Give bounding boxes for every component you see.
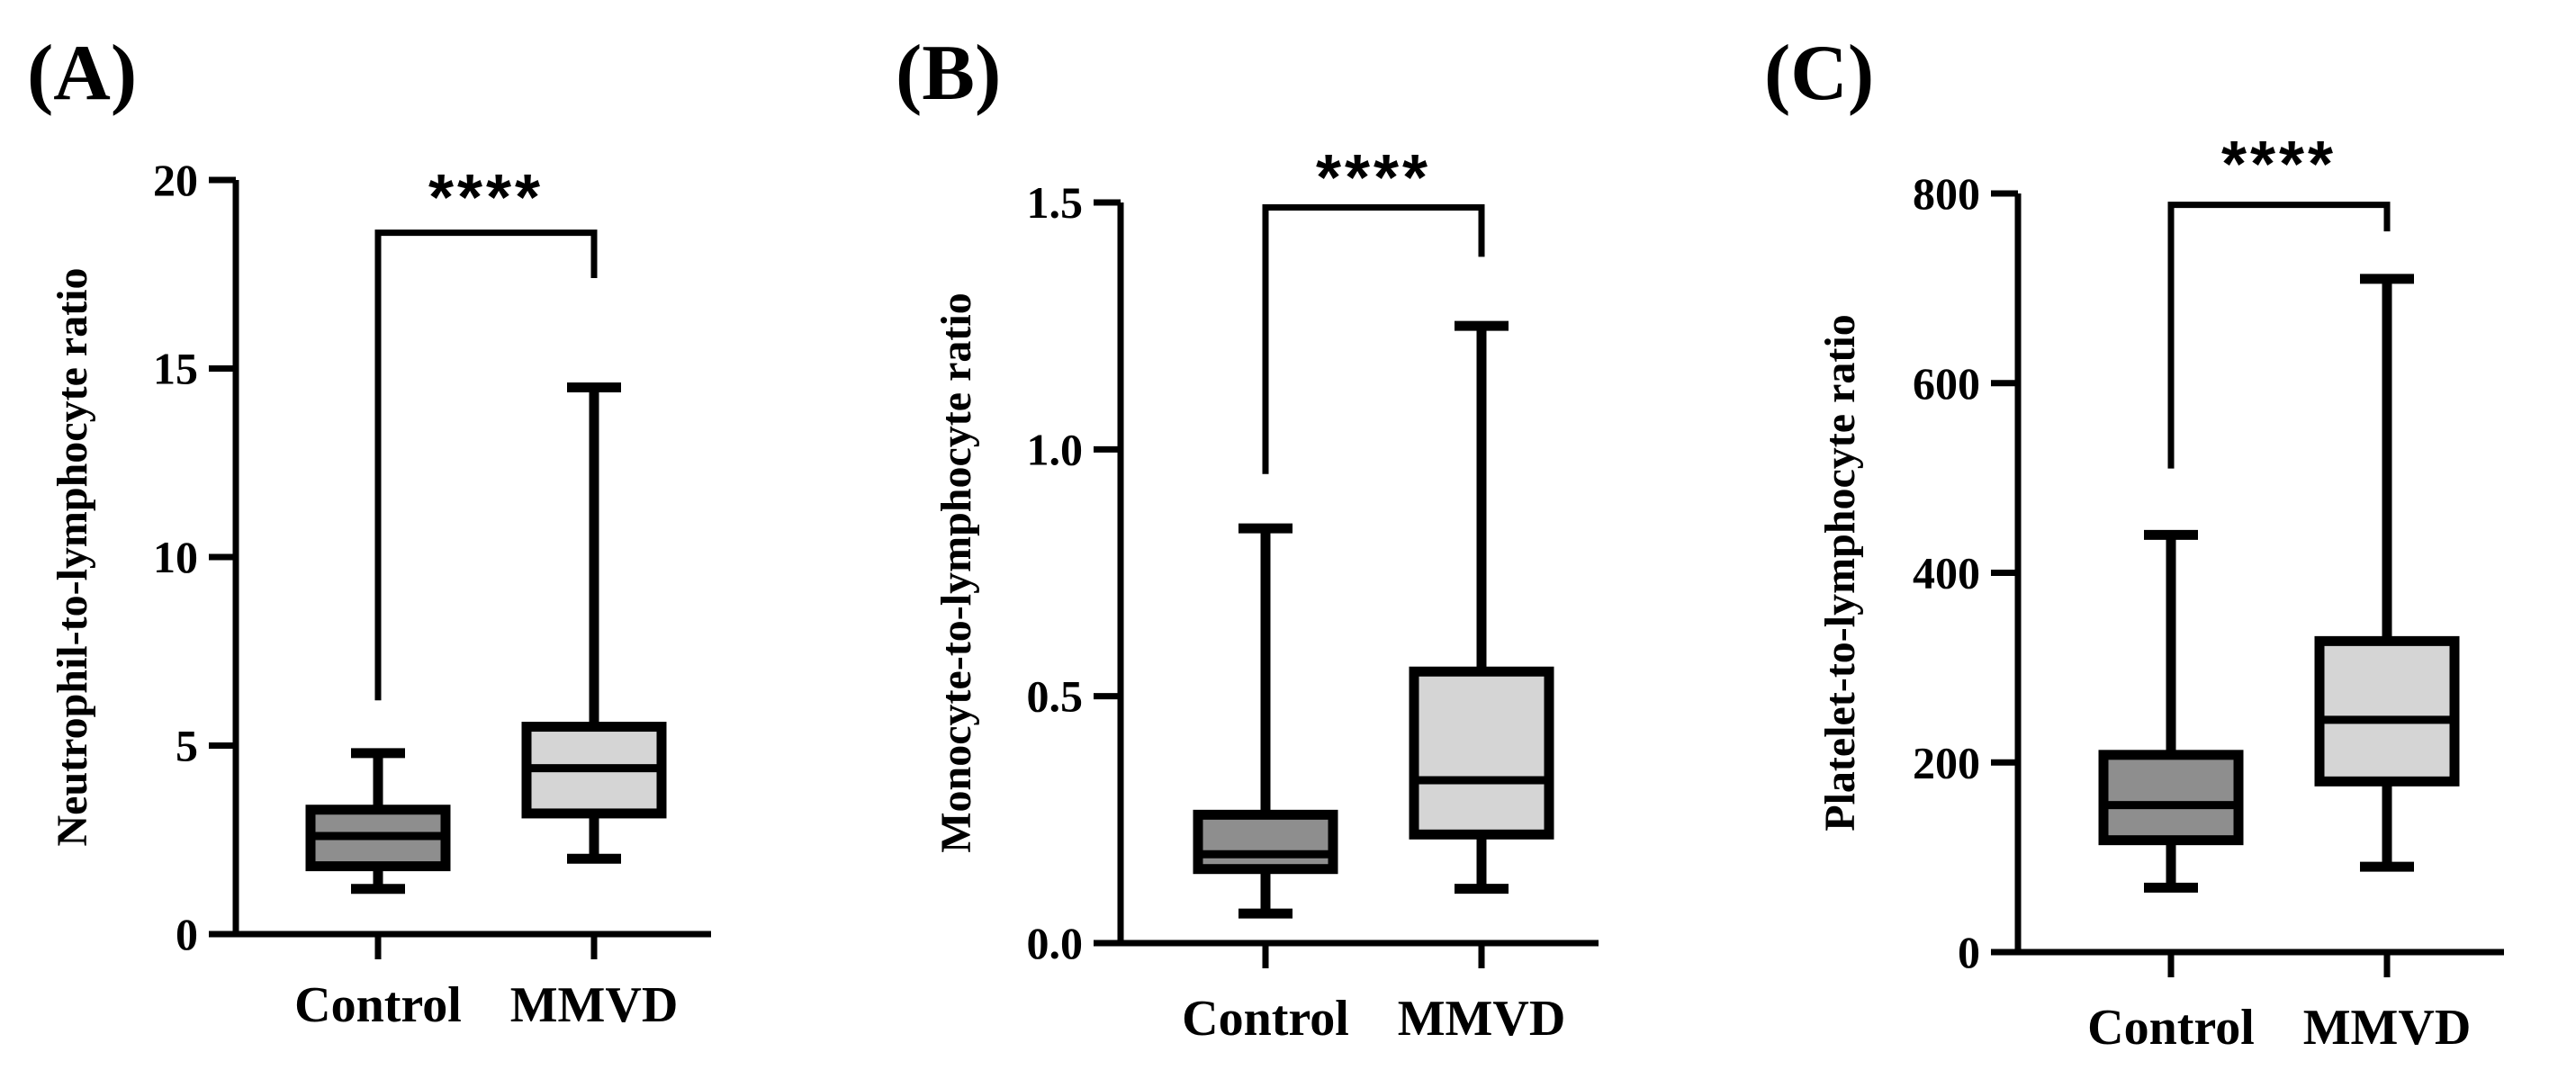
significance-bracket — [2167, 202, 2391, 469]
y-tick-label: 0.5 — [1027, 671, 1084, 722]
panel-label: (A) — [27, 30, 137, 117]
x-category-label: MMVD — [1398, 991, 1566, 1047]
x-category-label: Control — [1182, 991, 1349, 1047]
box-iqr — [2098, 750, 2244, 846]
y-axis-title: Monocyte-to-lymphocyte ratio — [932, 292, 980, 852]
y-tick-label: 5 — [176, 721, 198, 771]
y-tick-label: 20 — [153, 155, 198, 205]
y-axis-title: Neutrophil-to-lymphocyte ratio — [49, 267, 96, 846]
panel-label: (C) — [1764, 30, 1874, 117]
x-category-label: MMVD — [2303, 1000, 2472, 1056]
significance-label: **** — [1316, 142, 1431, 214]
y-tick-label: 0.0 — [1027, 918, 1084, 968]
x-category-label: MMVD — [510, 977, 679, 1033]
box-iqr — [1193, 809, 1338, 875]
box-iqr — [2314, 635, 2460, 787]
significance-bracket — [374, 229, 598, 701]
y-axis-title: Platelet-to-lymphocyte ratio — [1816, 314, 1864, 831]
box-iqr — [1409, 666, 1554, 840]
x-category-label: Control — [294, 977, 462, 1033]
y-tick-label: 10 — [153, 532, 198, 582]
significance-label: **** — [2221, 129, 2337, 201]
significance-bracket — [1262, 203, 1485, 474]
x-category-label: Control — [2087, 1000, 2255, 1056]
y-tick-label: 0 — [176, 909, 198, 959]
y-tick-label: 0 — [1958, 927, 1980, 977]
y-tick-label: 400 — [1913, 548, 1980, 598]
y-tick-label: 800 — [1913, 168, 1980, 219]
significance-label: **** — [428, 162, 544, 234]
y-tick-label: 1.5 — [1027, 177, 1084, 228]
y-tick-label: 200 — [1913, 737, 1980, 787]
panel-label: (B) — [896, 30, 1001, 117]
y-tick-label: 1.0 — [1027, 424, 1084, 474]
y-tick-label: 600 — [1913, 358, 1980, 409]
y-tick-label: 15 — [153, 344, 198, 394]
